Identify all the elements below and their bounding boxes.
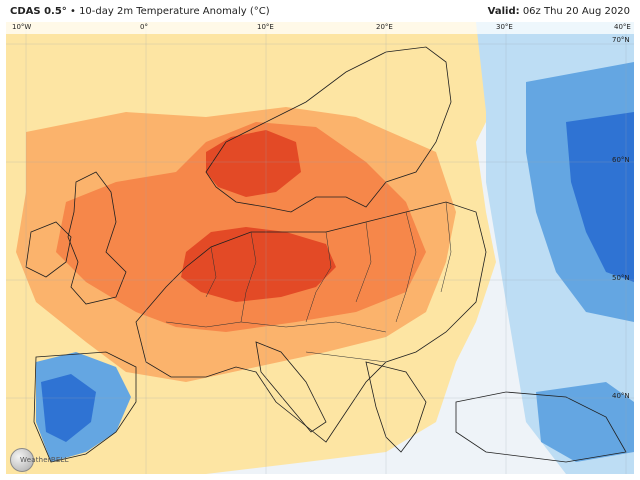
- lon-label-0: 0°: [140, 23, 148, 31]
- map-title: CDAS 0.5° • 10-day 2m Temperature Anomal…: [10, 6, 270, 17]
- anomaly-field-strong-cool-iberia: [41, 374, 96, 442]
- anomaly-field-strong-warm-norway: [206, 130, 301, 197]
- lon-label-30e: 30°E: [496, 23, 513, 31]
- valid-time: Valid: 06z Thu 20 Aug 2020: [488, 6, 630, 17]
- anomaly-field-strong-warm: [181, 227, 336, 302]
- lon-label-40e: 40°E: [614, 23, 631, 31]
- country-borders: [165, 201, 452, 363]
- lat-label-70n: 70°N: [612, 36, 630, 44]
- product-name: 10-day 2m Temperature Anomaly (°C): [79, 6, 270, 17]
- lon-label-10e: 10°E: [257, 23, 274, 31]
- header-bar: CDAS 0.5° • 10-day 2m Temperature Anomal…: [0, 0, 640, 22]
- anomaly-field-cool-east-med: [536, 382, 634, 462]
- lat-label-50n: 50°N: [612, 274, 630, 282]
- lat-label-60n: 60°N: [612, 156, 630, 164]
- coastlines: [25, 46, 627, 463]
- anomaly-field-warm: [56, 122, 426, 332]
- map-canvas: [6, 22, 634, 474]
- graticule: [6, 22, 634, 474]
- valid-label: Valid:: [487, 6, 520, 17]
- anomaly-field-strongest-cool-east: [566, 112, 634, 282]
- model-name: CDAS 0.5°: [10, 6, 67, 17]
- brand-badge-icon: [10, 448, 34, 472]
- lat-label-40n: 40°N: [612, 392, 630, 400]
- longitude-label-row: [6, 22, 634, 34]
- valid-time-value: 06z Thu 20 Aug 2020: [522, 6, 630, 17]
- lon-label-20e: 20°E: [376, 23, 393, 31]
- lon-label-10w: 10°W: [12, 23, 32, 31]
- brand-name: WeatherBELL: [20, 456, 69, 464]
- title-separator: •: [69, 6, 76, 17]
- branding-logo: WeatherBELL: [10, 448, 70, 472]
- temperature-anomaly-map[interactable]: 10°W 0° 10°E 20°E 30°E 40°E 70°N 60°N 50…: [6, 22, 634, 474]
